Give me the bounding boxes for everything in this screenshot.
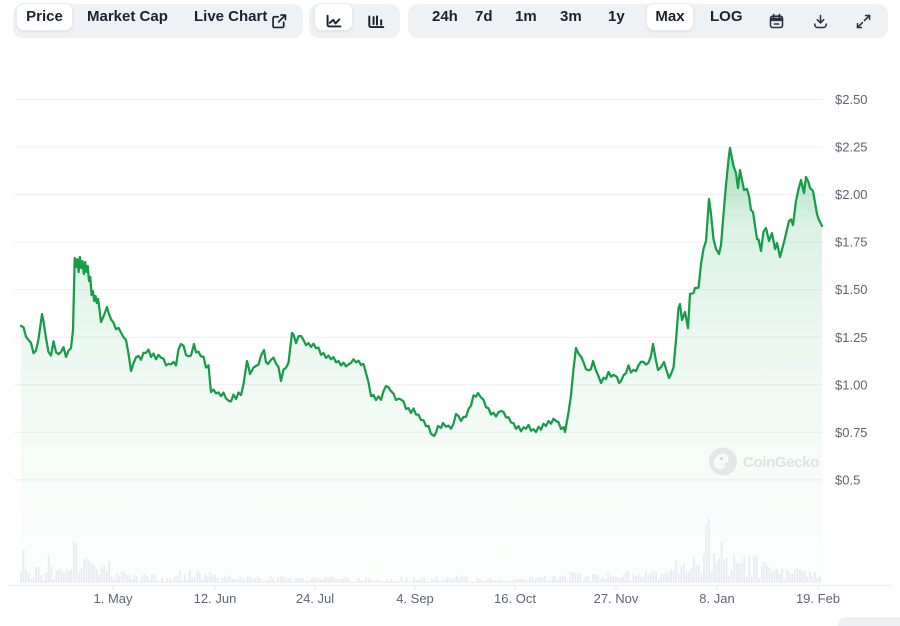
svg-text:12. Jun: 12. Jun bbox=[194, 591, 237, 606]
svg-text:$2.25: $2.25 bbox=[835, 140, 868, 155]
svg-text:4. Sep: 4. Sep bbox=[396, 591, 434, 606]
svg-text:$2.00: $2.00 bbox=[835, 187, 868, 202]
svg-text:$0.5: $0.5 bbox=[835, 472, 860, 487]
svg-text:$0.75: $0.75 bbox=[835, 425, 868, 440]
svg-text:8. Jan: 8. Jan bbox=[699, 591, 734, 606]
svg-text:$1.25: $1.25 bbox=[835, 330, 868, 345]
svg-text:16. Oct: 16. Oct bbox=[494, 591, 536, 606]
svg-text:$1.00: $1.00 bbox=[835, 377, 868, 392]
svg-text:CoinGecko: CoinGecko bbox=[743, 454, 819, 471]
svg-text:19. Feb: 19. Feb bbox=[796, 591, 840, 606]
svg-text:24. Jul: 24. Jul bbox=[296, 591, 334, 606]
svg-text:$1.50: $1.50 bbox=[835, 282, 868, 297]
svg-text:1. May: 1. May bbox=[93, 591, 133, 606]
svg-text:$2.50: $2.50 bbox=[835, 92, 868, 107]
svg-text:27. Nov: 27. Nov bbox=[594, 591, 639, 606]
svg-text:$1.75: $1.75 bbox=[835, 235, 868, 250]
